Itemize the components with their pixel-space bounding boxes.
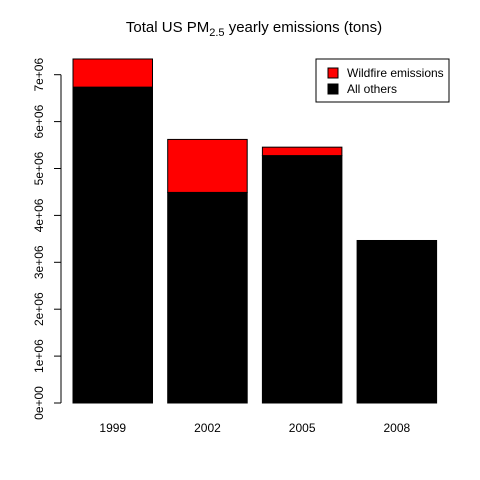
- bar-2002-wildfire-emissions: [167, 138, 248, 193]
- legend-label: All others: [347, 82, 397, 96]
- x-axis-labels: 1999 2002 2005 2008: [99, 421, 410, 435]
- bar-2002-all-others: [167, 191, 248, 404]
- y-tick-label: 6e+06: [32, 104, 46, 138]
- bar-2005-wildfire-emissions: [261, 146, 343, 157]
- y-tick-label: 7e+06: [32, 58, 46, 92]
- x-tick-label: 2002: [194, 421, 221, 435]
- legend-swatch: [327, 83, 339, 95]
- y-tick-label: 1e+06: [32, 339, 46, 373]
- legend-box: [315, 58, 450, 103]
- bar-1999-wildfire-emissions: [72, 58, 153, 88]
- y-tick-label: 5e+06: [32, 151, 46, 185]
- bar-2005-all-others: [261, 155, 343, 404]
- x-tick-label: 2005: [289, 421, 316, 435]
- y-axis: 0e+00 1e+06 2e+06 3e+06 4e+06 5e+06 6e+06 7e+06: [32, 58, 62, 420]
- x-tick-label: 1999: [99, 421, 126, 435]
- x-tick-label: 2008: [383, 421, 410, 435]
- y-tick-label: 2e+06: [32, 292, 46, 326]
- chart-title: Total US PM2.5 yearly emissions (tons): [126, 19, 382, 39]
- y-tick-label: 0e+00: [32, 386, 46, 420]
- y-tick-label: 4e+06: [32, 198, 46, 232]
- legend: Wildfire emissions All others: [315, 58, 450, 103]
- legend-label: Wildfire emissions: [347, 66, 444, 80]
- bars: [72, 58, 438, 404]
- y-tick-label: 3e+06: [32, 245, 46, 279]
- legend-swatch: [327, 67, 339, 79]
- bar-1999-all-others: [72, 86, 153, 404]
- bar-2008-all-others: [356, 239, 438, 404]
